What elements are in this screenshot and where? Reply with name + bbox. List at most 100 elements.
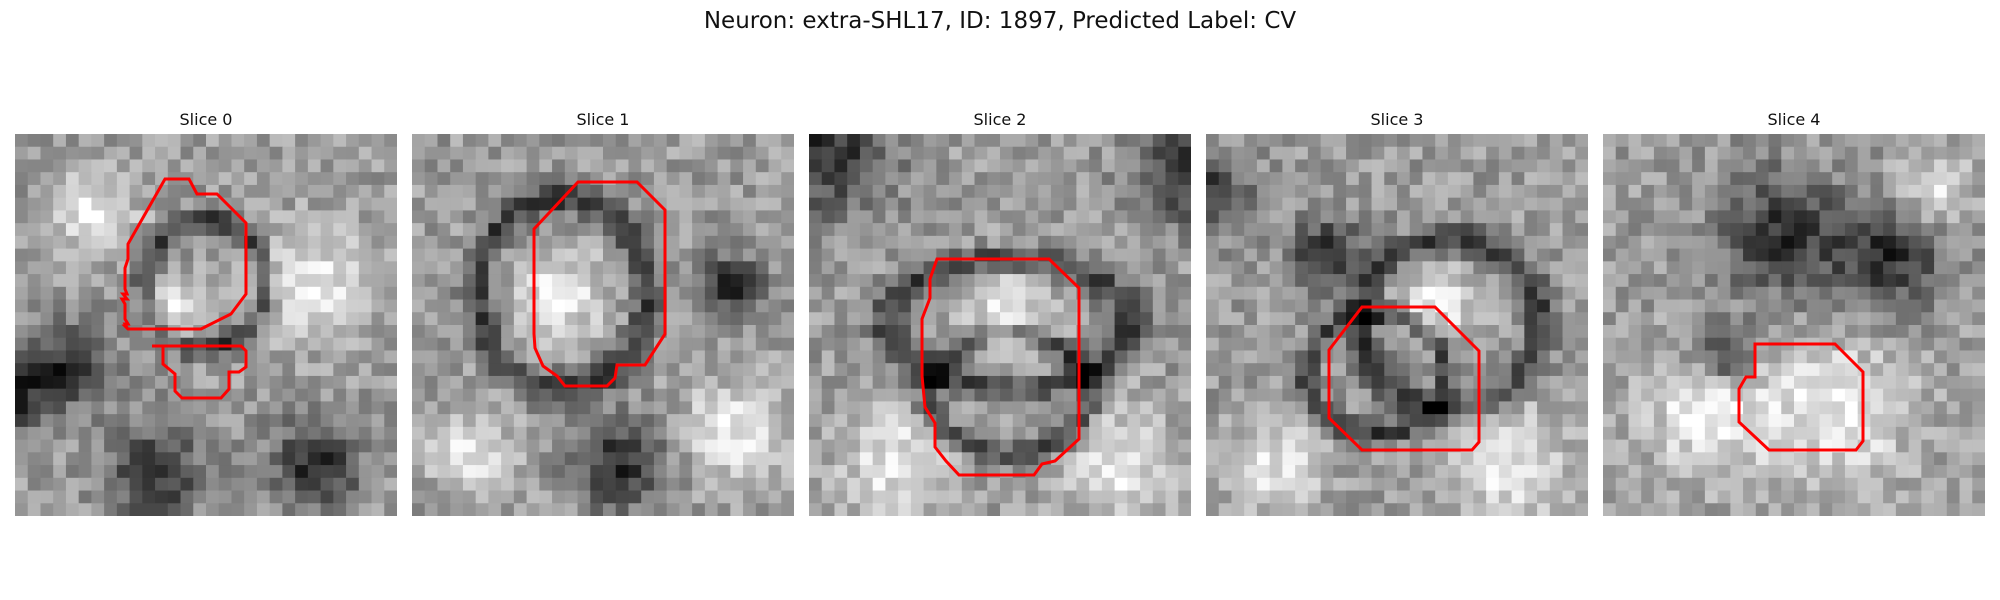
image-pixel [1959, 401, 1973, 415]
image-pixel [1575, 375, 1588, 390]
image-pixel [679, 274, 693, 288]
image-pixel [450, 134, 464, 148]
image-pixel [704, 337, 719, 352]
image-pixel [885, 172, 899, 186]
image-pixel [936, 312, 950, 326]
image-pixel [462, 350, 477, 364]
image-pixel [987, 363, 1001, 377]
image-pixel [1615, 274, 1630, 288]
image-pixel [65, 401, 80, 415]
image-pixel [65, 235, 80, 250]
image-pixel [1063, 490, 1077, 504]
image-pixel [53, 439, 67, 453]
image-pixel [1870, 134, 1884, 148]
image-pixel [743, 426, 757, 441]
image-pixel [1679, 261, 1693, 275]
image-pixel [1692, 235, 1706, 250]
image-pixel [628, 401, 642, 415]
image-pixel [1794, 312, 1808, 326]
image-pixel [1140, 210, 1154, 224]
image-pixel [513, 159, 528, 173]
image-pixel [1422, 375, 1436, 390]
image-pixel [1692, 439, 1706, 453]
image-pixel [167, 312, 182, 326]
image-pixel [180, 248, 194, 262]
image-pixel [910, 465, 925, 479]
image-pixel [1269, 312, 1283, 326]
image-pixel [847, 172, 861, 186]
image-pixel [1460, 388, 1474, 402]
image-pixel [577, 439, 591, 453]
image-pixel [1333, 184, 1347, 199]
image-pixel [1127, 465, 1141, 479]
image-pixel [450, 235, 464, 250]
image-pixel [1000, 401, 1014, 415]
image-pixel [206, 210, 220, 224]
image-pixel [1140, 286, 1154, 301]
image-pixel [1692, 490, 1706, 504]
image-pixel [1666, 286, 1680, 301]
image-pixel [1384, 325, 1398, 339]
image-pixel [1959, 325, 1973, 339]
image-pixel [1946, 261, 1961, 275]
image-pixel [1692, 465, 1706, 479]
image-pixel [1063, 134, 1077, 148]
image-pixel [1511, 286, 1525, 301]
image-pixel [116, 452, 131, 466]
image-pixel [501, 197, 515, 211]
image-pixel [1666, 325, 1680, 339]
image-pixel [78, 134, 92, 148]
image-pixel [1269, 299, 1283, 313]
image-pixel [577, 503, 591, 516]
image-pixel [961, 299, 976, 313]
image-pixel [1679, 363, 1693, 377]
image-pixel [1844, 134, 1859, 148]
image-pixel [1152, 261, 1167, 275]
image-pixel [730, 503, 744, 516]
image-pixel [1307, 184, 1322, 199]
image-pixel [872, 210, 886, 224]
image-pixel [539, 197, 553, 211]
image-pixel [488, 490, 502, 504]
image-pixel [116, 414, 131, 428]
image-pixel [1524, 223, 1538, 237]
image-pixel [320, 439, 334, 453]
image-pixel [40, 439, 54, 453]
image-pixel [1603, 274, 1617, 288]
image-pixel [15, 401, 29, 415]
image-pixel [872, 325, 886, 339]
image-pixel [346, 465, 360, 479]
image-pixel [987, 375, 1001, 390]
image-pixel [1870, 452, 1884, 466]
image-pixel [501, 261, 515, 275]
image-pixel [1524, 477, 1538, 492]
image-pixel [1549, 184, 1564, 199]
image-pixel [768, 312, 782, 326]
image-pixel [1946, 375, 1961, 390]
image-pixel [1295, 490, 1309, 504]
image-pixel [104, 426, 118, 441]
image-pixel [1959, 452, 1973, 466]
image-pixel [1063, 286, 1077, 301]
image-pixel [1666, 223, 1680, 237]
image-pixel [859, 159, 874, 173]
image-pixel [1384, 426, 1398, 441]
image-pixel [949, 197, 963, 211]
image-pixel [1447, 146, 1462, 161]
image-pixel [768, 159, 782, 173]
image-pixel [1704, 210, 1719, 224]
image-pixel [898, 325, 912, 339]
image-pixel [1076, 197, 1090, 211]
image-pixel [1486, 337, 1500, 352]
image-pixel [1921, 299, 1935, 313]
image-pixel [424, 210, 439, 224]
image-pixel [1794, 465, 1808, 479]
image-pixel [885, 388, 899, 402]
image-pixel [1089, 146, 1103, 161]
image-pixel [358, 159, 373, 173]
image-pixel [91, 134, 105, 148]
image-pixel [1524, 350, 1538, 364]
image-pixel [628, 388, 642, 402]
image-pixel [1089, 503, 1103, 516]
image-pixel [1498, 223, 1513, 237]
